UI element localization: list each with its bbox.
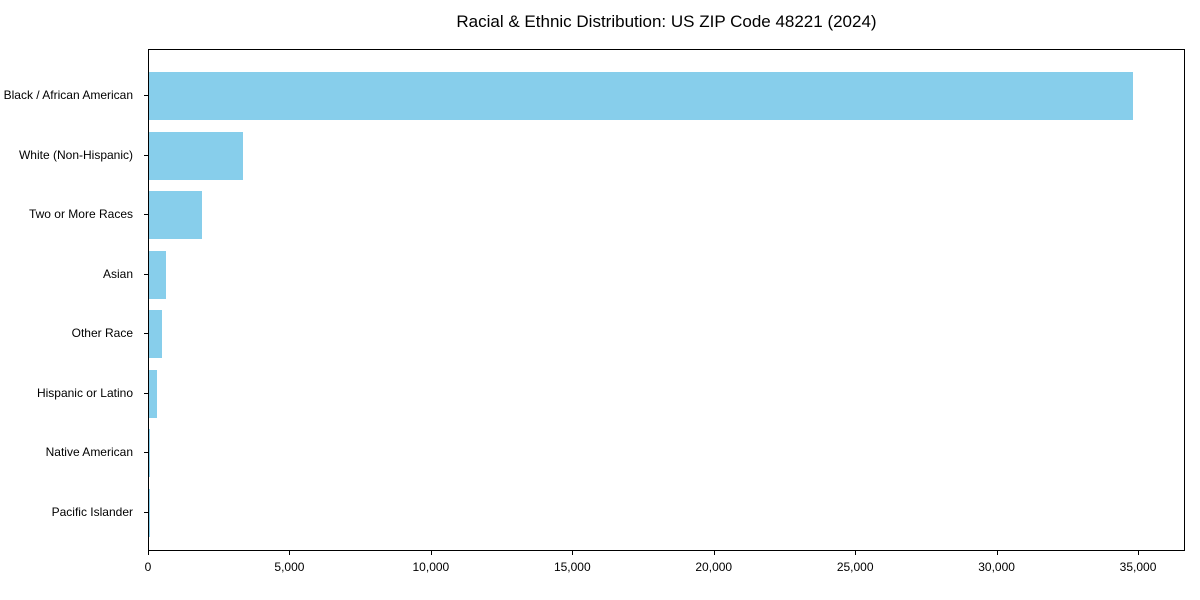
bar	[149, 72, 1134, 120]
x-tick-label: 20,000	[695, 560, 733, 574]
x-tick-label: 5,000	[274, 560, 305, 574]
x-tick-mark	[289, 550, 291, 555]
x-tick-mark	[430, 550, 432, 555]
y-axis-labels: Black / African American White (Non-Hispa…	[0, 49, 141, 551]
y-tick-label: Other Race	[71, 326, 133, 340]
x-tick-label: 35,000	[1119, 560, 1157, 574]
x-tick-label: 0	[144, 560, 152, 574]
x-tick-label: 30,000	[978, 560, 1015, 574]
x-tick-label: 15,000	[553, 560, 591, 574]
y-tick-label: Two or More Races	[28, 207, 133, 221]
y-tick-mark	[144, 154, 148, 156]
x-tick-label: 25,000	[836, 560, 874, 574]
plot-area	[148, 49, 1185, 551]
x-tick-mark	[713, 550, 715, 555]
y-tick-label: Native American	[45, 445, 133, 459]
x-tick-label: 10,000	[412, 560, 450, 574]
y-tick-mark	[144, 273, 148, 275]
bar	[149, 191, 203, 239]
bar	[149, 429, 151, 477]
y-tick-label: Pacific Islander	[51, 504, 133, 519]
y-tick-label: Black / African American	[3, 88, 133, 102]
y-tick-label: Hispanic or Latino	[36, 385, 133, 400]
y-tick-label: Asian	[102, 266, 133, 281]
bar	[149, 310, 162, 358]
y-tick-mark	[144, 452, 148, 453]
y-tick-mark	[144, 333, 148, 334]
y-tick-mark	[144, 214, 148, 215]
x-tick-mark	[855, 550, 857, 555]
y-tick-label: White (Non-Hispanic)	[18, 147, 133, 162]
chart-title: Racial & Ethnic Distribution: US ZIP Cod…	[456, 12, 877, 31]
x-tick-mark	[996, 550, 998, 555]
y-tick-mark	[144, 511, 148, 513]
x-tick-mark	[1138, 550, 1140, 555]
x-tick-mark	[148, 550, 149, 555]
x-tick-mark	[572, 550, 574, 555]
y-tick-mark	[144, 392, 148, 394]
y-tick-mark	[144, 95, 148, 96]
bar	[149, 250, 166, 299]
bar	[149, 131, 243, 180]
bar	[149, 369, 157, 418]
